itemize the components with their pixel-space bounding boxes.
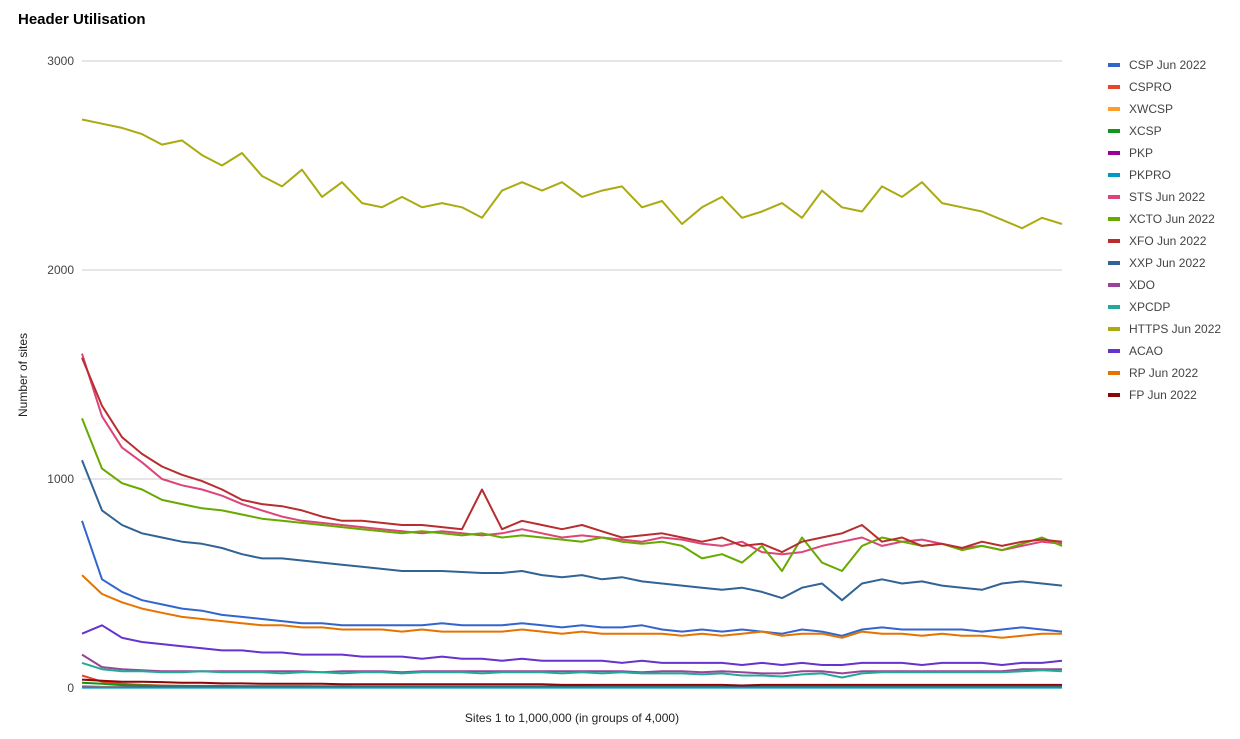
legend-item[interactable]: XXP Jun 2022: [1108, 252, 1221, 274]
legend-swatch: [1108, 151, 1120, 155]
legend-swatch: [1108, 129, 1120, 133]
legend-swatch: [1108, 371, 1120, 375]
series-line-xcto-jun-2022: [81, 418, 1063, 572]
x-axis-label: Sites 1 to 1,000,000 (in groups of 4,000…: [465, 711, 679, 725]
legend-label: XXP Jun 2022: [1129, 256, 1206, 270]
legend-label: ACAO: [1129, 344, 1164, 358]
legend: CSP Jun 2022 CSPRO XWCSP XCSP PKP PKPRO STS Ju…: [1108, 54, 1221, 406]
legend-label: STS Jun 2022: [1129, 190, 1206, 204]
y-tick-label: 3000: [47, 54, 74, 68]
legend-item[interactable]: HTTPS Jun 2022: [1108, 318, 1221, 340]
legend-swatch: [1108, 107, 1120, 111]
series-line-xpcdp: [81, 661, 1063, 679]
legend-item[interactable]: CSPRO: [1108, 76, 1221, 98]
legend-item[interactable]: FP Jun 2022: [1108, 384, 1221, 406]
legend-swatch: [1108, 261, 1120, 265]
legend-item[interactable]: XCSP: [1108, 120, 1221, 142]
legend-swatch: [1108, 349, 1120, 353]
series-line-sts-jun-2022: [81, 353, 1063, 556]
series-line-csp-jun-2022: [81, 520, 1063, 637]
y-axis-label: Number of sites: [16, 333, 30, 417]
legend-label: XCSP: [1129, 124, 1162, 138]
legend-label: RP Jun 2022: [1129, 366, 1199, 380]
legend-swatch: [1108, 327, 1120, 331]
legend-label: PKPRO: [1129, 168, 1172, 182]
legend-label: XWCSP: [1129, 102, 1174, 116]
series-line-xfo-jun-2022: [81, 357, 1063, 554]
legend-item[interactable]: PKPRO: [1108, 164, 1221, 186]
legend-swatch: [1108, 283, 1120, 287]
legend-item[interactable]: PKP: [1108, 142, 1221, 164]
legend-swatch: [1108, 305, 1120, 309]
legend-label: XDO: [1129, 278, 1156, 292]
legend-item[interactable]: XCTO Jun 2022: [1108, 208, 1221, 230]
legend-label: CSPRO: [1129, 80, 1172, 94]
legend-item[interactable]: XDO: [1108, 274, 1221, 296]
legend-swatch: [1108, 393, 1120, 397]
legend-swatch: [1108, 173, 1120, 177]
legend-item[interactable]: STS Jun 2022: [1108, 186, 1221, 208]
legend-swatch: [1108, 217, 1120, 221]
legend-swatch: [1108, 239, 1120, 243]
y-tick-label: 1000: [47, 472, 74, 486]
legend-label: CSP Jun 2022: [1129, 58, 1207, 72]
legend-label: FP Jun 2022: [1129, 388, 1197, 402]
legend-swatch: [1108, 195, 1120, 199]
legend-swatch: [1108, 85, 1120, 89]
legend-label: HTTPS Jun 2022: [1129, 322, 1222, 336]
series-line-fp-jun-2022: [81, 678, 1062, 687]
y-tick-label: 0: [67, 681, 74, 695]
legend-item[interactable]: CSP Jun 2022: [1108, 54, 1221, 76]
series-line-rp-jun-2022: [81, 574, 1062, 639]
legend-item[interactable]: XPCDP: [1108, 296, 1221, 318]
legend-item[interactable]: RP Jun 2022: [1108, 362, 1221, 384]
series-line-xxp-jun-2022: [81, 459, 1063, 602]
legend-item[interactable]: XWCSP: [1108, 98, 1221, 120]
legend-label: XPCDP: [1129, 300, 1171, 314]
legend-label: XFO Jun 2022: [1129, 234, 1207, 248]
legend-item[interactable]: XFO Jun 2022: [1108, 230, 1221, 252]
y-tick-label: 2000: [47, 263, 74, 277]
chart-title: Header Utilisation: [18, 11, 146, 28]
legend-label: PKP: [1129, 146, 1154, 160]
series-line-acao: [81, 624, 1063, 666]
legend-item[interactable]: ACAO: [1108, 340, 1221, 362]
legend-label: XCTO Jun 2022: [1129, 212, 1215, 226]
series-line-https-jun-2022: [81, 118, 1063, 230]
legend-swatch: [1108, 63, 1120, 67]
